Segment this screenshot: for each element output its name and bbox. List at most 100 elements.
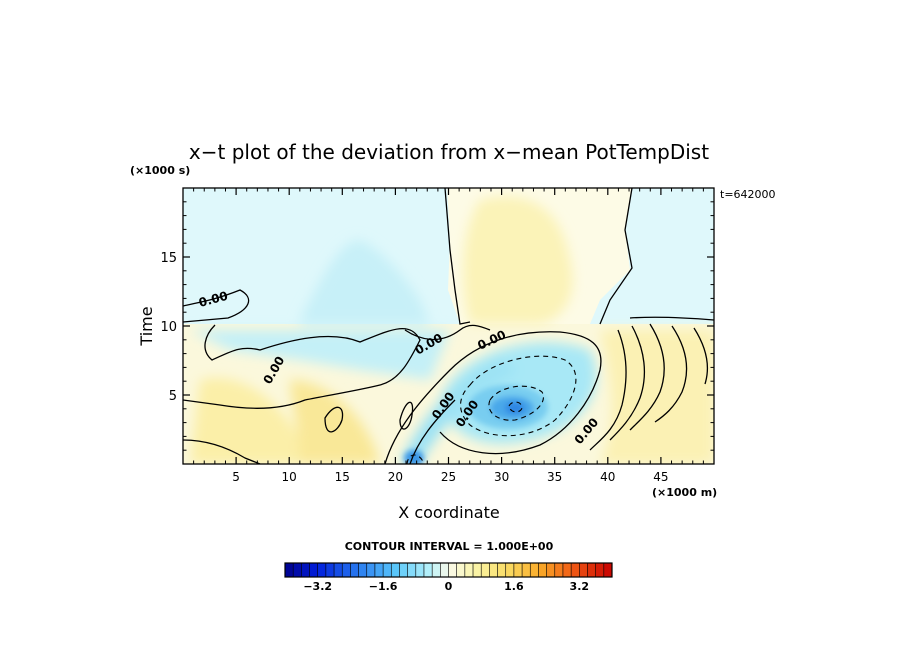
colorbar-tick-label: −3.2 bbox=[303, 580, 332, 593]
colorbar-cell bbox=[317, 562, 327, 578]
contour-right-loop bbox=[404, 324, 491, 341]
colorbar-cell bbox=[358, 562, 368, 578]
colorbar-frame bbox=[284, 562, 613, 578]
colorbar-cell bbox=[464, 562, 474, 578]
contour-right-waves-3 bbox=[629, 323, 665, 431]
contour-negative-1 bbox=[460, 355, 577, 437]
colorbar-cell bbox=[350, 562, 360, 578]
x-tick-label: 45 bbox=[653, 470, 668, 484]
time-stamp: t=642000 bbox=[720, 188, 776, 201]
colorbar-cell bbox=[325, 562, 335, 578]
colorbar-cell bbox=[382, 562, 392, 578]
colorbar-tick-label: 1.6 bbox=[504, 580, 524, 593]
colorbar-cell bbox=[472, 562, 482, 578]
cool-band-left bbox=[190, 330, 450, 380]
contour-right-waves-4 bbox=[654, 325, 688, 423]
colorbar-cell bbox=[456, 562, 466, 578]
contour-right-waves-1 bbox=[589, 329, 627, 451]
contour-negative-2 bbox=[488, 385, 544, 421]
contour-interval: CONTOUR INTERVAL = 1.000E+00 bbox=[345, 540, 554, 553]
x-tick-label: 35 bbox=[547, 470, 562, 484]
colorbar-cell bbox=[578, 562, 588, 578]
colorbar-cell bbox=[440, 562, 450, 578]
colorbar-cell bbox=[538, 562, 548, 578]
colorbar-cell bbox=[333, 562, 343, 578]
colorbar-cell bbox=[546, 562, 556, 578]
y-unit-label: (×1000 s) bbox=[130, 164, 190, 177]
contour-upper-right-edge bbox=[629, 316, 714, 321]
x-tick-label: 15 bbox=[335, 470, 350, 484]
colorbar-cell bbox=[284, 562, 294, 578]
colorbar-cell bbox=[292, 562, 302, 578]
cool-filament bbox=[400, 360, 520, 464]
x-tick-label: 10 bbox=[282, 470, 297, 484]
x-axis-label: X coordinate bbox=[398, 503, 499, 522]
colorbar-cell bbox=[390, 562, 400, 578]
colorbar-cell bbox=[480, 562, 490, 578]
colorbar-cell bbox=[595, 562, 605, 578]
contour-negative-core bbox=[508, 401, 523, 413]
colorbar-cell bbox=[521, 562, 531, 578]
colorbar-cell bbox=[415, 562, 425, 578]
colorbar-cell bbox=[562, 562, 572, 578]
colorbar-tick-label: −1.6 bbox=[369, 580, 398, 593]
colorbar-cell bbox=[301, 562, 311, 578]
y-tick-label: 10 bbox=[160, 320, 177, 335]
colorbar-cell bbox=[570, 562, 580, 578]
colorbar-cell bbox=[529, 562, 539, 578]
contour-bottom-left bbox=[183, 439, 261, 464]
cool-spot-bottom bbox=[404, 450, 424, 464]
x-tick-label: 25 bbox=[441, 470, 456, 484]
x-tick-label: 30 bbox=[494, 470, 509, 484]
colorbar-ticks: −3.2 −1.6 0 1.6 3.2 bbox=[303, 580, 589, 593]
warm-patch-left bbox=[190, 378, 300, 464]
colorbar-cell bbox=[374, 562, 384, 578]
contour-spiral-outer bbox=[384, 331, 602, 464]
colorbar-tick-label: 0 bbox=[445, 580, 453, 593]
colorbar-cell bbox=[341, 562, 351, 578]
contour-lines bbox=[183, 188, 714, 464]
chart-title: x−t plot of the deviation from x−mean Po… bbox=[189, 140, 709, 164]
colorbar-cell bbox=[513, 562, 523, 578]
colorbar-cell bbox=[554, 562, 564, 578]
colorbar-cell bbox=[423, 562, 433, 578]
colorbar-cell bbox=[431, 562, 441, 578]
contour-upper-boundary bbox=[444, 188, 633, 325]
warm-plume bbox=[463, 196, 573, 324]
contour-warm-blob-mid bbox=[399, 401, 414, 430]
colorbar-cell bbox=[399, 562, 409, 578]
colorbar-cell bbox=[603, 562, 613, 578]
colorbar-cell bbox=[505, 562, 515, 578]
x-tick-label: 40 bbox=[600, 470, 615, 484]
colorbar-cell bbox=[448, 562, 458, 578]
contour-spiral-inner bbox=[409, 399, 456, 464]
colorbar-cell bbox=[366, 562, 376, 578]
colorbar-cell bbox=[587, 562, 597, 578]
colorbar-cell bbox=[309, 562, 319, 578]
contour-left-loop bbox=[183, 324, 421, 409]
colorbar-cell bbox=[497, 562, 507, 578]
colorbar-cell bbox=[489, 562, 499, 578]
eddy-core-center bbox=[505, 402, 525, 414]
contour-negative-bottom bbox=[406, 454, 425, 464]
colorbar bbox=[284, 562, 613, 578]
x-unit-label: (×1000 m) bbox=[652, 486, 717, 499]
contour-left-upper bbox=[183, 289, 250, 323]
x-axis: 5 10 15 20 25 30 35 40 45 bbox=[193, 188, 704, 484]
cool-hump bbox=[300, 240, 430, 324]
colorbar-tick-label: 3.2 bbox=[570, 580, 590, 593]
contour-right-waves-5 bbox=[693, 327, 709, 385]
plot-area: 0.00 0.00 0.00 0.00 0.00 0.00 0.00 bbox=[183, 188, 714, 464]
colorbar-cell bbox=[407, 562, 417, 578]
contour-right-waves-2 bbox=[609, 325, 646, 441]
y-axis-label: Time bbox=[137, 306, 156, 346]
x-tick-label: 5 bbox=[232, 470, 240, 484]
warm-patch-mid bbox=[290, 380, 380, 464]
y-axis: 5 10 15 bbox=[160, 201, 714, 451]
contour-warm-blob-left bbox=[324, 406, 344, 433]
negative-contours bbox=[406, 355, 577, 464]
y-tick-label: 5 bbox=[169, 389, 177, 404]
y-tick-label: 15 bbox=[160, 251, 177, 266]
x-tick-label: 20 bbox=[388, 470, 403, 484]
